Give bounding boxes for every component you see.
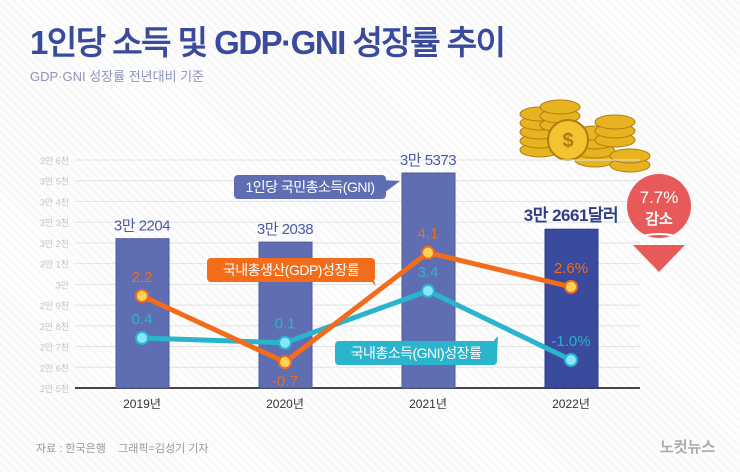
coins-illustration: $ [519, 99, 651, 173]
chart-title: 1인당 소득 및 GDP·GNI 성장률 추이 [30, 24, 504, 61]
coin [609, 148, 651, 164]
y-tick-label: 3만 3천 [40, 218, 69, 228]
data-label: 2.6% [554, 260, 588, 277]
bar-value-label: 3만 5373 [400, 152, 456, 169]
data-point [564, 352, 578, 367]
data-label: 0.4 [132, 311, 153, 328]
y-tick-label: 3만 1천 [40, 260, 69, 270]
y-tick-label: 3만 6천 [40, 156, 69, 166]
data-point [135, 331, 149, 345]
chart-subtitle: GDP·GNI 성장률 전년대비 기준 [30, 69, 204, 84]
coin [594, 114, 636, 130]
y-tick-label: 3만 5천 [40, 177, 69, 187]
y-tick-label: 2만 7천 [40, 343, 69, 353]
legend-gni-income: 1인당 국민총소득(GNI) [234, 175, 400, 199]
data-point [421, 245, 435, 260]
gdp-growth-line [140, 250, 572, 365]
badge-circle [627, 174, 691, 238]
y-tick-label: 2만 8천 [40, 322, 69, 332]
legend-label: 국내총생산(GDP)성장률 [223, 262, 360, 278]
data-label: 4.1 [418, 226, 439, 243]
badge-divider [629, 233, 689, 241]
x-tick-label: 2019년 [123, 397, 161, 411]
callout-box [335, 341, 497, 365]
data-point [278, 335, 292, 350]
source-note: 자료 : 한국은행 그래픽=김성기 기자 [36, 442, 209, 455]
y-tick-label: 3만 4천 [40, 197, 69, 207]
x-tick-label: 2022년 [552, 397, 590, 411]
data-label: 2.2 [132, 269, 153, 286]
data-label: -1.0% [551, 333, 590, 350]
legend-label: 1인당 국민총소득(GNI) [245, 179, 374, 195]
y-tick-label: 3만 2천 [40, 239, 69, 249]
callout-box [234, 175, 386, 199]
bar [115, 238, 170, 389]
y-tick-label: 2만 5천 [40, 384, 69, 394]
data-label: 0.1 [275, 316, 296, 333]
data-label: -0.7 [272, 373, 298, 390]
bar-value-label: 3만 2038 [257, 221, 313, 238]
x-tick-label: 2021년 [409, 397, 447, 411]
down-arrow-icon [633, 245, 685, 272]
legend-label: 국내총소득(GNI)성장률 [351, 345, 482, 361]
x-tick-label: 2020년 [266, 397, 304, 411]
callout-box [207, 258, 375, 282]
data-label: 3.4 [418, 264, 439, 281]
legend-gni-growth: 국내총소득(GNI)성장률 [335, 336, 498, 365]
bar-value-label: 3만 2204 [114, 218, 170, 235]
decrease-badge: 7.7% 감소 [627, 174, 691, 272]
coin [539, 99, 581, 115]
data-point [278, 355, 292, 370]
data-point [135, 289, 149, 303]
badge-text: 감소 [645, 210, 673, 228]
y-tick-label: 2만 6천 [40, 363, 69, 373]
dollar-sign: $ [562, 130, 573, 152]
y-tick-label: 2만 9천 [40, 301, 69, 311]
y-tick-label: 3만 [56, 280, 69, 290]
data-point [421, 283, 435, 298]
data-point [564, 279, 578, 294]
logo: 노컷뉴스 [660, 438, 715, 456]
badge-percent: 7.7% [640, 188, 679, 207]
legend-gdp-growth: 국내총생산(GDP)성장률 [207, 258, 376, 286]
bar-value-label: 3만 2661달러 [524, 205, 618, 225]
gni-growth-line [141, 288, 573, 363]
